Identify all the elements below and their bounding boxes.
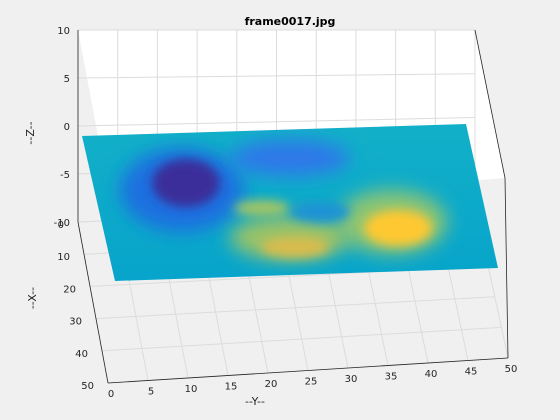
surface-peak-right-core <box>364 210 432 246</box>
grid-line-z-5 <box>77 73 476 79</box>
tick-y-35: 35 <box>385 372 398 383</box>
tick-y-30: 30 <box>345 374 358 385</box>
tick-x-30: 30 <box>69 317 82 328</box>
tick-z-10: 10 <box>57 26 70 37</box>
tick-y-50: 50 <box>505 364 518 375</box>
axis-line-y <box>107 357 509 384</box>
tick-y-25: 25 <box>305 377 318 388</box>
tick-y-5: 5 <box>148 387 154 398</box>
chart-title: frame0017.jpg <box>245 15 336 28</box>
axis-line-right-edge <box>474 29 506 179</box>
y-axis-label: --X-- <box>26 287 39 309</box>
tick-z--5: -5 <box>60 170 70 181</box>
tick-y-15: 15 <box>225 382 238 393</box>
axis-line-x <box>77 221 109 384</box>
surface-plot <box>82 124 498 281</box>
surface-trough-small <box>230 140 350 176</box>
grid-line-x-40 <box>101 326 502 352</box>
surface-peak-center-core <box>261 237 329 257</box>
tick-y-0: 0 <box>108 389 114 400</box>
tick-y-40: 40 <box>425 369 438 380</box>
tick-x-50: 50 <box>81 381 94 392</box>
surface-ridge <box>234 200 290 216</box>
axis-lines <box>77 29 509 384</box>
tick-z--10: -10 <box>54 218 70 229</box>
x-axis-label: --Y-- <box>245 395 265 408</box>
tick-x-0: 0 <box>58 220 64 231</box>
tick-x-20: 20 <box>63 284 76 295</box>
grid-line-z-0 <box>77 117 476 127</box>
surface-valley <box>290 202 350 222</box>
tick-z-5: 5 <box>64 74 70 85</box>
grid-line-x-30 <box>95 296 495 320</box>
tick-y-45: 45 <box>465 367 478 378</box>
tick-x-10: 10 <box>57 252 70 263</box>
surface-trough-large-core <box>152 159 220 207</box>
tick-y-20: 20 <box>265 379 278 390</box>
axis-line-right-lower <box>504 177 509 359</box>
tick-y-10: 10 <box>185 384 198 395</box>
z-axis-label: --Z-- <box>24 121 37 144</box>
tick-x-40: 40 <box>75 349 88 360</box>
tick-z-0: 0 <box>64 122 70 133</box>
